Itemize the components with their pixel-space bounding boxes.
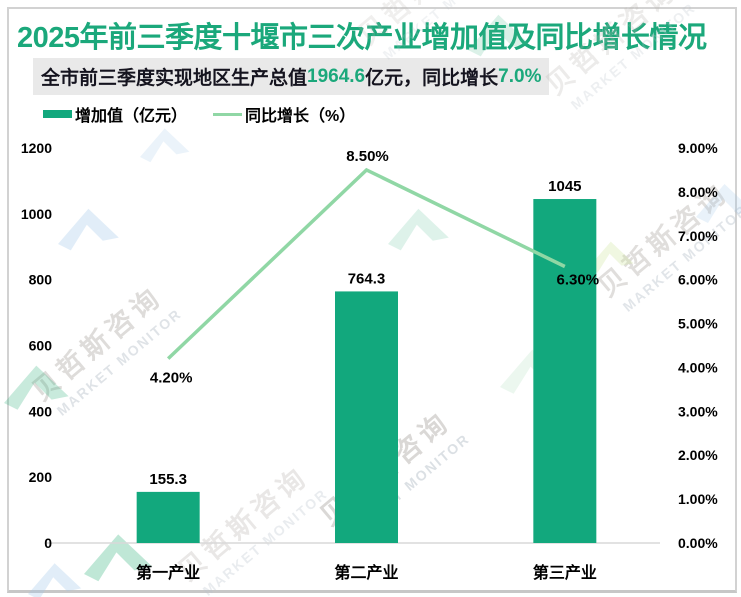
- watermark-chevron-icon: [4, 365, 69, 410]
- right-axis-tick-label: 7.00%: [678, 228, 718, 244]
- watermark-cn-text: 贝哲斯咨询: [540, 0, 682, 101]
- chart-subtitle: 全市前三季度实现地区生产总值 1964.6 亿元，同比增长 7.0%: [33, 58, 549, 95]
- growth-line: [166, 167, 566, 360]
- right-axis-tick-label: 3.00%: [678, 403, 718, 419]
- subtitle-text-1: 全市前三季度实现地区生产总值: [41, 68, 308, 89]
- right-axis-tick-label: 1.00%: [678, 491, 718, 507]
- bar-第二产业: [335, 291, 398, 543]
- bar-第一产业: [136, 491, 200, 543]
- right-axis-tick-label: 2.00%: [678, 447, 718, 463]
- watermark-chevron-icon: [588, 241, 634, 273]
- left-axis-tick-label: 1200: [21, 140, 52, 156]
- chart-title: 2025年前三季度十堰市三次产业增加值及同比增长情况: [17, 22, 707, 54]
- right-axis-tick-label: 4.00%: [678, 359, 718, 375]
- line-value-label: 4.20%: [150, 370, 193, 387]
- bar-value-label: 155.3: [149, 471, 187, 488]
- chart-legend: 增加值（亿元） 同比增长（%）: [43, 103, 355, 125]
- subtitle-text-2: 亿元，同比增长: [365, 68, 499, 89]
- watermark-chevron-icon: [28, 563, 82, 597]
- left-axis-tick-label: 200: [29, 469, 53, 485]
- legend-line-swatch-icon: [213, 112, 243, 116]
- subtitle-growth-value: 7.0%: [498, 65, 542, 87]
- watermark-chevron-icon: [468, 14, 529, 57]
- right-axis-tick-label: 5.00%: [678, 316, 718, 332]
- category-label-3: 第三产业: [533, 563, 597, 582]
- watermark-chevron-icon: [84, 534, 153, 582]
- bar-value-label: 764.3: [348, 270, 386, 287]
- watermark-chevron-icon: [58, 208, 119, 251]
- left-axis-tick-label: 1000: [21, 206, 52, 222]
- line-value-label: 8.50%: [346, 148, 389, 165]
- right-axis-tick-label: 9.00%: [678, 140, 718, 156]
- category-label-2: 第二产业: [334, 563, 398, 582]
- watermark-chevron-icon: [388, 208, 449, 251]
- line-value-label: 6.30%: [557, 272, 600, 289]
- left-axis-tick-label: 400: [29, 403, 53, 419]
- left-axis-tick-label: 600: [29, 338, 53, 354]
- bar-value-label: 1045: [548, 178, 581, 195]
- legend-bar-label: 增加值（亿元）: [75, 108, 188, 125]
- legend-line-label: 同比增长（%）: [245, 108, 356, 125]
- watermark-chevron-icon: [696, 184, 741, 223]
- category-label-1: 第一产业: [136, 563, 200, 582]
- legend-bar-swatch-icon: [43, 110, 72, 118]
- left-axis-tick-label: 0: [44, 535, 52, 551]
- watermark-chevron-icon: [140, 128, 190, 163]
- bar-第三产业: [533, 199, 597, 544]
- left-axis-tick-label: 800: [29, 272, 53, 288]
- right-axis-tick-label: 8.00%: [678, 184, 718, 200]
- subtitle-gdp-value: 1964.6: [307, 65, 366, 87]
- right-axis-tick-label: 6.00%: [678, 272, 718, 288]
- right-axis-tick-label: 0.00%: [678, 535, 718, 551]
